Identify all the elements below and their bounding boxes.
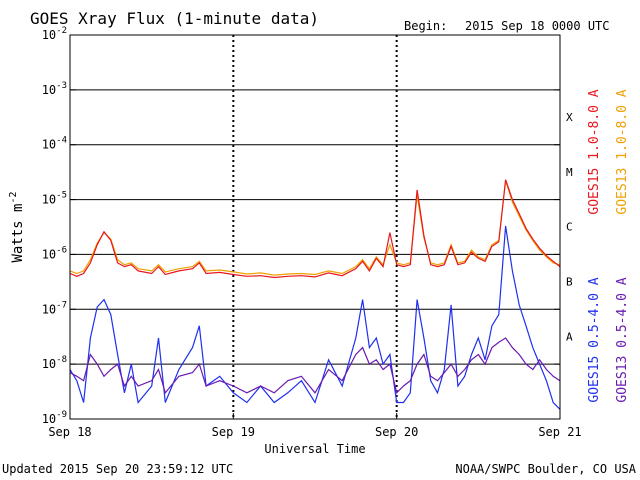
flare-class-label: A: [566, 330, 573, 343]
y-tick-label: 10-3: [42, 81, 67, 97]
x-axis-ticks: Sep 18 Sep 19 Sep 20 Sep 21: [48, 413, 582, 439]
x-tick-label: Sep 18: [48, 425, 91, 439]
series-layer: [69, 179, 561, 410]
y-axis-label-base: Watts m: [10, 204, 26, 263]
legend: GOES15 1.0-8.0 A GOES13 1.0-8.0 A GOES15 0…: [587, 89, 630, 402]
y-tick-label-base: 10: [42, 138, 56, 152]
flare-class-labels: X M C B A: [566, 111, 573, 343]
y-tick-label-base: 10: [42, 302, 56, 316]
y-tick-label: 10-5: [42, 191, 67, 207]
series-line: [69, 180, 561, 276]
y-tick-label-exp: -4: [56, 136, 67, 146]
y-tick-label: 10-8: [42, 355, 67, 371]
y-tick-label-exp: -8: [56, 355, 67, 365]
y-tick-label-exp: -7: [56, 300, 67, 310]
y-tick-label: 10-2: [42, 26, 67, 42]
y-tick-label-exp: -3: [56, 81, 67, 91]
flare-class-label: B: [566, 276, 573, 289]
y-tick-label: 10-7: [42, 300, 67, 316]
begin-value: 2015 Sep 18 0000 UTC: [465, 19, 610, 33]
svg-text:Watts m-2: Watts m-2: [8, 191, 26, 262]
y-tick-label-base: 10: [42, 83, 56, 97]
y-tick-label-base: 10: [42, 28, 56, 42]
y-tick-label: 10-6: [42, 245, 67, 261]
y-tick-label-base: 10: [42, 412, 56, 426]
begin-label: Begin:: [404, 19, 447, 33]
y-axis-label-exp: -2: [8, 191, 19, 203]
legend-entry: GOES13 0.5-4.0 A: [615, 277, 630, 402]
legend-entry: GOES13 1.0-8.0 A: [615, 89, 630, 214]
x-tick-label: Sep 20: [375, 425, 418, 439]
series-line: [69, 225, 561, 410]
y-tick-label-base: 10: [42, 247, 56, 261]
series-line: [69, 179, 561, 279]
flare-class-label: X: [566, 111, 573, 124]
footer-credit: NOAA/SWPC Boulder, CO USA: [455, 462, 636, 476]
y-tick-label-exp: -9: [56, 410, 67, 420]
flare-class-label: M: [566, 166, 573, 179]
y-axis-ticks: 10-210-310-410-510-610-710-810-9: [42, 26, 560, 426]
series-line: [69, 337, 561, 395]
gridlines: [70, 35, 560, 419]
x-tick-label: Sep 19: [212, 425, 255, 439]
chart-title: GOES Xray Flux (1-minute data): [30, 9, 319, 28]
y-tick-label-exp: -6: [56, 245, 67, 255]
y-tick-label: 10-4: [42, 136, 67, 152]
y-tick-label-exp: -2: [56, 26, 67, 36]
flare-class-label: C: [566, 221, 573, 234]
plot-frame: [69, 34, 561, 420]
legend-entry: GOES15 0.5-4.0 A: [587, 277, 602, 402]
y-tick-label-exp: -5: [56, 191, 67, 201]
y-axis-label: Watts m-2: [8, 191, 26, 262]
footer-updated: Updated 2015 Sep 20 23:59:12 UTC: [2, 462, 233, 476]
x-tick-label: Sep 21: [538, 425, 581, 439]
y-tick-label-base: 10: [42, 193, 56, 207]
y-tick-label-base: 10: [42, 357, 56, 371]
y-tick-label: 10-9: [42, 410, 67, 426]
x-axis-label: Universal Time: [264, 442, 365, 456]
legend-entry: GOES15 1.0-8.0 A: [587, 89, 602, 214]
